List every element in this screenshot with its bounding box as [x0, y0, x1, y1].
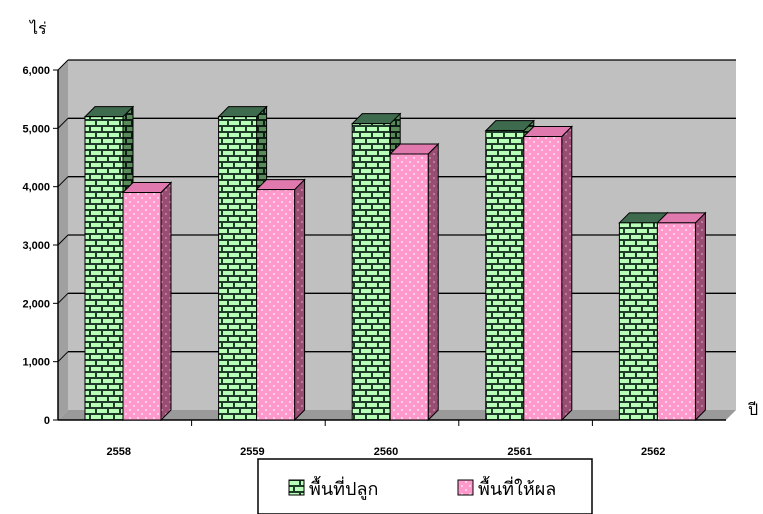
legend: พื้นที่ปลูก พื้นที่ให้ผล	[257, 458, 593, 514]
x-axis-title: ปี	[748, 400, 759, 419]
bar-front	[218, 116, 258, 421]
y-tick-label: 3,000	[22, 240, 50, 252]
y-tick-label: 2,000	[22, 298, 50, 310]
y-tick-label: 5,000	[22, 123, 50, 135]
gridline	[57, 351, 69, 363]
gridline	[57, 59, 69, 71]
gridline	[57, 117, 69, 129]
bar-front	[656, 222, 696, 421]
bars	[83, 105, 707, 422]
gridline	[57, 234, 69, 246]
bar-side	[694, 211, 706, 422]
bar-front	[618, 222, 658, 421]
x-tick-label: 2561	[507, 446, 531, 458]
legend-box	[257, 458, 593, 514]
legend-swatch-series-2	[457, 479, 474, 496]
bar-2-2560	[388, 142, 440, 422]
y-axis-tick-labels: 0 1,000 2,000 3,000 4,000 5,000 6,000	[22, 65, 58, 427]
bar-2-2558	[121, 181, 173, 422]
x-tick-label: 2560	[374, 446, 398, 458]
y-tick-label: 0	[44, 415, 50, 427]
y-axis-title: ไร่	[28, 19, 47, 38]
y-tick-label: 1,000	[22, 357, 50, 369]
bar-2-2561	[522, 125, 574, 422]
bar-side	[427, 142, 439, 422]
x-tick-label: 2562	[641, 446, 665, 458]
x-axis-tick-labels: 2558 2559 2560 2561 2562	[107, 420, 665, 458]
x-tick-label: 2558	[107, 446, 131, 458]
y-tick-label: 6,000	[22, 65, 50, 77]
legend-label-series-2: พื้นที่ให้ผล	[478, 476, 556, 500]
legend-label-series-1: พื้นที่ปลูก	[309, 476, 378, 500]
bar-front	[523, 136, 563, 421]
x-tick-label: 2559	[240, 446, 264, 458]
bar-side	[561, 125, 573, 422]
y-tick-label: 4,000	[22, 182, 50, 194]
bar-front	[351, 123, 391, 421]
bar-side	[160, 181, 172, 422]
gridline	[57, 292, 69, 304]
bar-front	[485, 130, 525, 421]
legend-swatch-series-1	[288, 479, 305, 496]
bar-side	[294, 178, 306, 422]
bar-front	[256, 189, 296, 421]
bar-front	[389, 153, 429, 421]
bar-front	[122, 192, 162, 421]
bar-front	[84, 116, 124, 421]
bar-1-2560	[350, 112, 402, 422]
bar-2-2562	[656, 211, 707, 422]
bar-2-2559	[255, 178, 306, 422]
gridline	[57, 176, 69, 188]
